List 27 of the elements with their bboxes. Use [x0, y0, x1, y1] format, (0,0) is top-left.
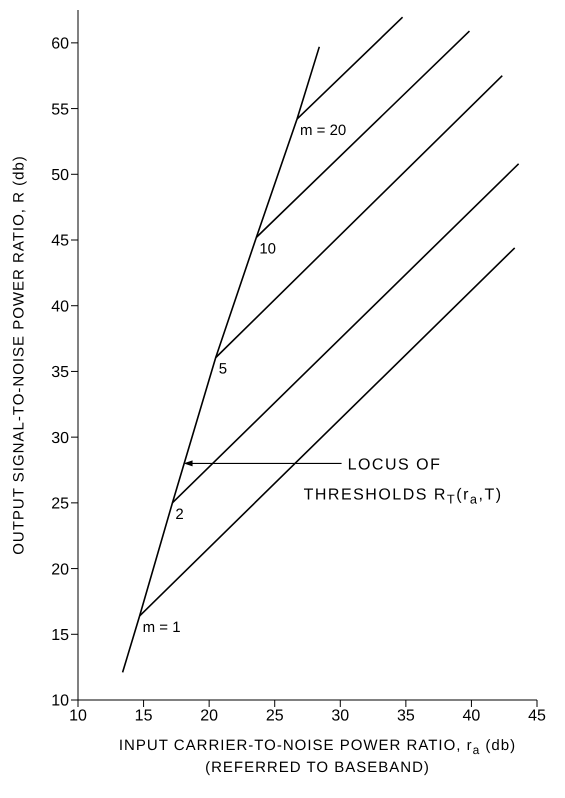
series-label: 5	[218, 360, 228, 378]
y-tick-label: 30	[51, 430, 70, 447]
y-tick-label: 45	[51, 232, 70, 250]
series-label: 10	[259, 240, 276, 258]
x-tick-label: 45	[528, 707, 546, 724]
x-tick-label: 20	[200, 707, 218, 724]
x-tick-label: 35	[396, 707, 415, 724]
y-axis-title: OUTPUT SIGNAL-TO-NOISE POWER RATIO, R (db)	[10, 155, 28, 555]
y-tick-label: 15	[51, 626, 70, 644]
x-tick-label: 10	[69, 707, 87, 724]
annotation: LOCUS OF THRESHOLDS R$_{T}$(r$_{a}$,T)	[304, 456, 503, 506]
y-tick-label: 25	[51, 496, 70, 513]
y-tick-label: 40	[51, 298, 70, 316]
y-tick-label: 50	[51, 166, 70, 184]
x-tick-label: 25	[266, 707, 284, 724]
y-tick-label: 20	[51, 561, 70, 578]
y-tick-label: 35	[51, 364, 70, 382]
series-label: m = 20	[300, 122, 346, 140]
y-tick-label: 10	[51, 692, 70, 710]
x-tick-label: 30	[331, 707, 350, 724]
x-tick-label: 40	[462, 707, 480, 724]
x-tick-label: 15	[134, 707, 153, 724]
series-label: m = 1	[142, 618, 181, 636]
y-tick-label: 60	[51, 36, 70, 53]
text: INPUT CARRIER-TO-NOISE POWER RATIO, r$_{a}$ (db) (REFERRED TO BASEBAND)	[118, 737, 516, 776]
y-tick-label: 55	[51, 101, 70, 118]
series-label: 2	[175, 506, 184, 523]
